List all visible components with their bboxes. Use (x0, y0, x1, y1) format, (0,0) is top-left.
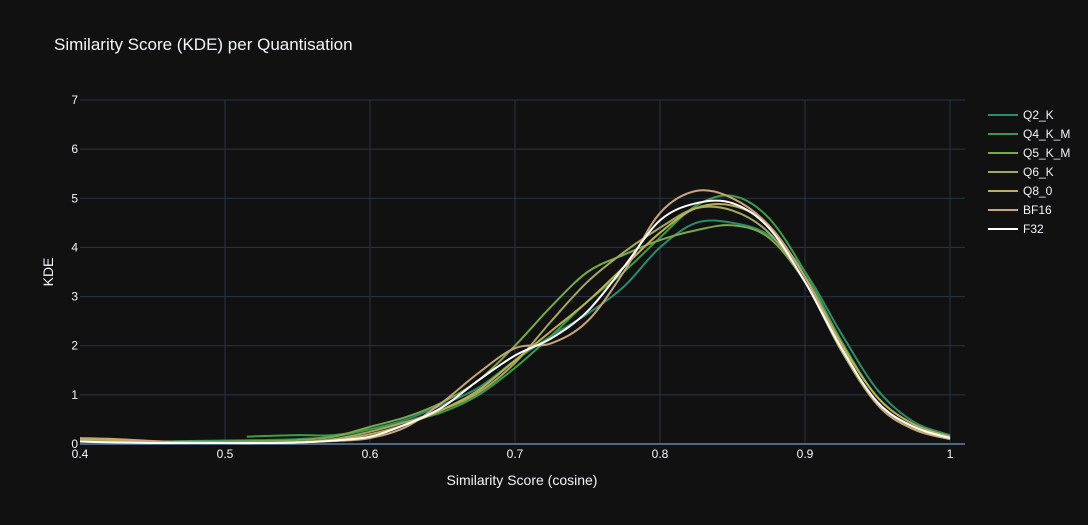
x-axis-label: Similarity Score (cosine) (447, 472, 598, 488)
y-tick-label: 3 (71, 290, 78, 304)
legend-item[interactable]: Q8_0 (1023, 184, 1053, 198)
y-tick-label: 5 (71, 191, 78, 205)
x-tick-label: 0.6 (362, 447, 379, 461)
x-tick-label: 1 (947, 447, 954, 461)
legend-item[interactable]: Q4_K_M (1023, 127, 1070, 141)
legend-item[interactable]: Q5_K_M (1023, 146, 1070, 160)
x-tick-label: 0.5 (217, 447, 234, 461)
y-axis-label: KDE (40, 258, 56, 287)
x-tick-label: 0.7 (507, 447, 524, 461)
legend-item[interactable]: Q6_K (1023, 165, 1054, 179)
series-line-q4_k_m (246, 194, 951, 438)
x-tick-label: 0.8 (652, 447, 669, 461)
y-tick-label: 2 (71, 339, 78, 353)
gridlines (80, 99, 965, 445)
legend-item[interactable]: F32 (1023, 222, 1044, 236)
y-tick-label: 6 (71, 142, 78, 156)
x-tick-label: 0.4 (72, 447, 89, 461)
legend: Q2_K Q4_K_M Q5_K_M Q6_K Q8_0 BF16 F32 (988, 108, 1070, 236)
y-tick-label: 4 (71, 240, 78, 254)
series-line-f32 (79, 199, 951, 445)
tick-labels: 0.4 0.5 0.6 0.7 0.8 0.9 1 0 1 2 3 4 5 6 7 (71, 93, 953, 461)
y-tick-label: 1 (71, 388, 78, 402)
y-tick-label: 0 (71, 437, 78, 451)
series-lines (79, 189, 951, 445)
y-tick-label: 7 (71, 93, 78, 107)
x-tick-label: 0.9 (797, 447, 814, 461)
chart-title: Similarity Score (KDE) per Quantisation (54, 35, 353, 54)
legend-item[interactable]: Q2_K (1023, 108, 1054, 122)
legend-item[interactable]: BF16 (1023, 203, 1052, 217)
